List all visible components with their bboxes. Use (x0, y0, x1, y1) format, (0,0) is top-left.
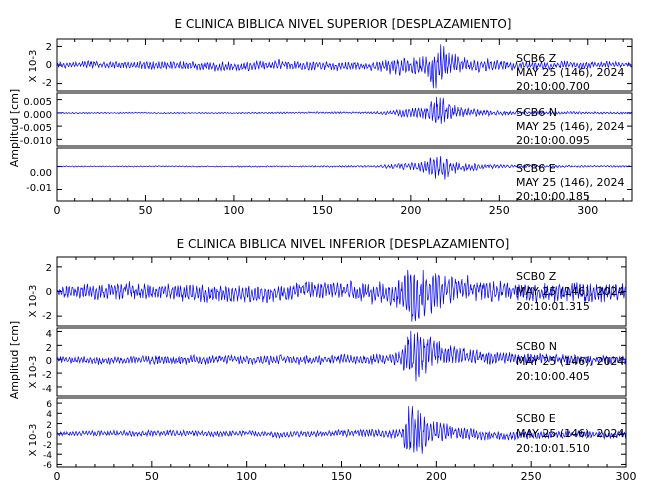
waveform-line (57, 406, 626, 454)
waveform (57, 44, 632, 89)
waveform-line (57, 44, 632, 89)
y-tick-label: 4 (46, 329, 52, 340)
x-tick-label: 250 (521, 470, 542, 483)
y-tick-label: 0 (46, 431, 52, 441)
top-x-axis: 0 50 100 150 200 250 300 (54, 39, 624, 217)
x-tick-label: 200 (426, 470, 447, 483)
date-label: MAY 25 (146), 2024 (516, 120, 624, 133)
y-tick-label: 2 (46, 343, 52, 354)
panel-top-n: 0.005 0.000 -0.005 -0.010 SCB6 N MAY 25 … (20, 92, 633, 147)
scale-label: X 10-3 (28, 50, 39, 83)
y-tick-label: -0.01 (26, 183, 52, 194)
station-label: SCB0 Z (516, 270, 557, 283)
y-tick-label: -2 (42, 311, 52, 322)
time-label: 20:10:00.095 (516, 134, 590, 147)
top-figure: E CLINICA BIBLICA NIVEL SUPERIOR [DESPLA… (8, 17, 633, 217)
x-tick-label: 50 (145, 470, 159, 483)
x-tick-label: 150 (331, 470, 352, 483)
y-tick-label: -0.010 (20, 136, 52, 147)
time-label: 20:10:00.405 (516, 370, 590, 383)
station-label: SCB6 N (516, 106, 557, 119)
time-label: 20:10:01.510 (516, 442, 590, 455)
bottom-figure: E CLINICA BIBLICA NIVEL INFERIOR [DESPLA… (8, 237, 637, 483)
x-tick-label: 50 (138, 204, 152, 217)
time-label: 20:10:00.700 (516, 80, 590, 93)
panel-bottom-z: 2 0 -2 X 10-3 SCB0 Z MAY 25 (146), 2024 … (28, 256, 627, 327)
y-tick-label: 2 (46, 421, 52, 431)
y-tick-label: 0 (46, 60, 52, 71)
waveform-line (57, 269, 626, 322)
bottom-x-axis: 0 50 100 150 200 250 300 (54, 257, 637, 483)
y-tick-label: 0.00 (30, 168, 52, 179)
time-label: 20:10:00.185 (516, 190, 590, 203)
y-tick-label: -4 (42, 384, 52, 395)
station-label: SCB0 N (516, 340, 557, 353)
waveform (57, 330, 626, 388)
date-label: MAY 25 (146), 2024 (516, 355, 624, 368)
y-tick-label: -4 (43, 451, 52, 461)
scale-label: X 10-3 (28, 356, 39, 389)
waveform-line (57, 330, 626, 382)
waveform (57, 96, 632, 140)
panel-frame (56, 147, 633, 202)
y-tick-label: 0.000 (23, 110, 52, 121)
x-tick-label: 0 (54, 470, 61, 483)
y-tick-label: 0.005 (23, 97, 52, 108)
date-label: MAY 25 (146), 2024 (516, 66, 624, 79)
top-figure-title: E CLINICA BIBLICA NIVEL SUPERIOR [DESPLA… (175, 17, 512, 31)
station-label: SCB0 E (516, 412, 556, 425)
y-tick-label: 6 (46, 400, 52, 410)
waveform (57, 266, 626, 322)
waveform-line (57, 96, 632, 124)
bottom-figure-ylabel: Amplitud [cm] (8, 321, 21, 399)
x-tick-label: 300 (577, 204, 598, 217)
x-tick-label: 250 (489, 204, 510, 217)
top-figure-ylabel: Amplitud [cm] (8, 89, 21, 167)
y-tick-label: -2 (43, 441, 52, 451)
y-tick-label: -6 (43, 461, 52, 471)
date-label: MAY 25 (146), 2024 (516, 176, 624, 189)
waveform (57, 402, 626, 465)
y-tick-label: 2 (46, 42, 52, 53)
time-label: 20:10:01.315 (516, 300, 590, 313)
x-tick-label: 300 (616, 470, 637, 483)
x-tick-label: 100 (223, 204, 244, 217)
waveform-line (57, 156, 632, 180)
y-tick-label: 4 (46, 410, 52, 420)
panel-frame (56, 327, 627, 397)
panel-top-z: 2 0 -2 X 10-3 SCB6 Z MAY 25 (146), 2024 … (28, 38, 633, 93)
panel-frame (56, 92, 633, 147)
station-label: SCB6 Z (516, 52, 557, 65)
x-tick-label: 200 (400, 204, 421, 217)
scale-label: X 10-3 (28, 285, 39, 318)
date-label: MAY 25 (146), 2024 (516, 427, 624, 440)
x-tick-label: 100 (236, 470, 257, 483)
scale-label: X 10-3 (28, 424, 39, 457)
waveform (57, 156, 632, 190)
y-tick-label: 0 (46, 356, 52, 367)
y-tick-label: -0.005 (20, 123, 52, 134)
y-tick-label: -2 (42, 370, 52, 381)
bottom-figure-title: E CLINICA BIBLICA NIVEL INFERIOR [DESPLA… (177, 237, 510, 251)
date-label: MAY 25 (146), 2024 (516, 285, 624, 298)
y-tick-label: -2 (42, 78, 52, 89)
y-tick-label: 2 (46, 263, 52, 274)
x-tick-label: 0 (54, 204, 61, 217)
y-tick-label: 0 (46, 287, 52, 298)
station-label: SCB6 E (516, 162, 556, 175)
panel-top-e: 0.00 -0.01 SCB6 E MAY 25 (146), 2024 20:… (26, 147, 633, 203)
panel-bottom-n: 4 2 0 -2 -4 X 10-3 SCB0 N MAY 25 (146), … (28, 327, 627, 397)
x-tick-label: 150 (312, 204, 333, 217)
